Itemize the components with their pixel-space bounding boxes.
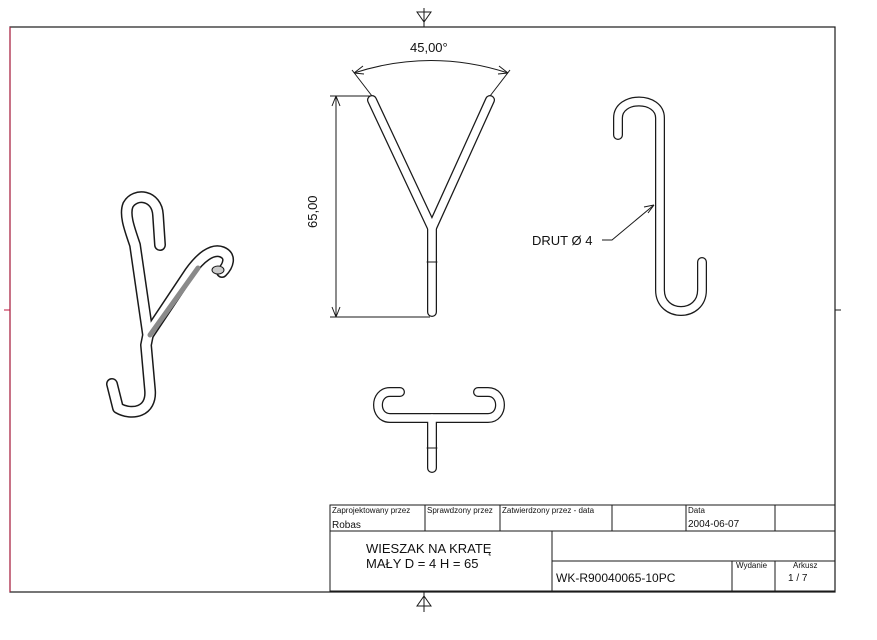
drawing-frame [9, 26, 836, 593]
designed-by-label: Zaprojektowany przez [332, 506, 411, 515]
checked-by-label: Sprawdzony przez [427, 506, 493, 515]
wire-callout-text: DRUT Ø 4 [532, 233, 593, 248]
date-value: 2004-06-07 [688, 519, 740, 530]
front-view [367, 95, 495, 317]
top-view [373, 387, 505, 473]
sheet-value: 1 / 7 [788, 573, 808, 584]
angle-dimension-text: 45,00° [410, 40, 448, 55]
isometric-view [106, 191, 234, 418]
centering-mark-top [416, 8, 432, 27]
title-block [329, 504, 836, 592]
edition-label: Wydanie [736, 561, 768, 570]
centering-mark-bottom [416, 592, 432, 612]
designed-by-value: Robas [332, 520, 361, 531]
angle-dimension [351, 60, 511, 97]
height-dimension [330, 95, 430, 318]
sheet-label: Arkusz [793, 561, 818, 570]
drawing-title-line1: WIESZAK NA KRATĘ [366, 541, 492, 556]
height-dimension-text: 65,00 [305, 195, 320, 228]
wire-callout-leader [602, 204, 655, 241]
drawing-title-line2: MAŁY D = 4 H = 65 [366, 556, 479, 571]
date-label: Data [688, 506, 705, 515]
approved-label: Zatwierdzony przez - data [502, 506, 595, 515]
drawing-number: WK-R90040065-10PC [556, 571, 676, 585]
side-view [613, 96, 707, 316]
